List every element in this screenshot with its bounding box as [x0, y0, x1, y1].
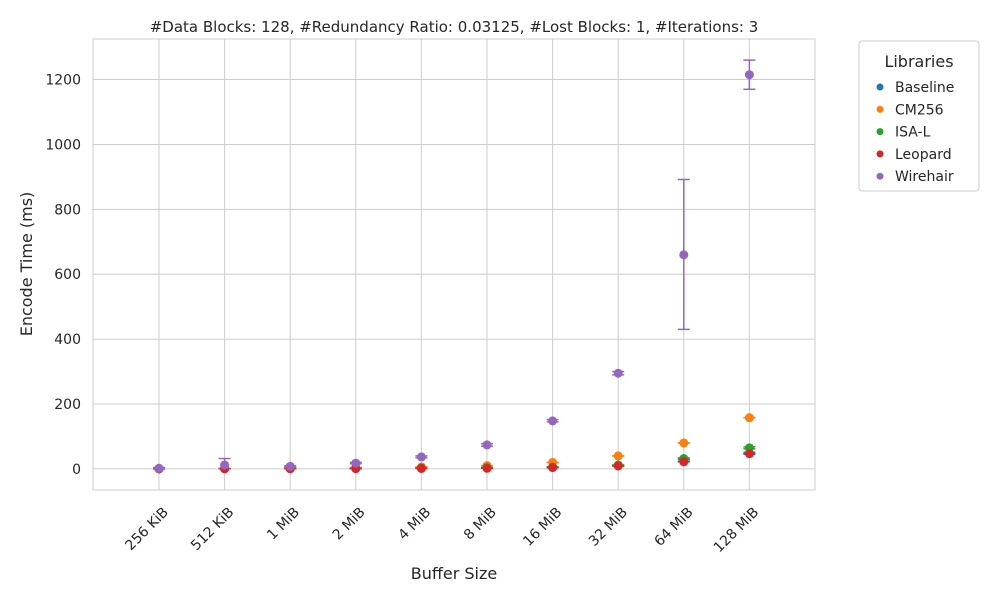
x-tick-label: 8 MiB	[461, 505, 500, 544]
x-tick-label: 16 MiB	[520, 505, 565, 550]
y-tick-label: 600	[54, 267, 81, 283]
legend: Libraries Baseline CM256 ISA-L Leopard Wireh…	[858, 40, 980, 192]
legend-marker	[876, 105, 884, 113]
legend-marker	[876, 150, 884, 158]
data-point	[613, 368, 623, 378]
y-tick-label: 1000	[45, 137, 81, 153]
data-point	[351, 458, 361, 468]
data-point	[744, 449, 754, 459]
x-tick-label: 128 MiB	[711, 505, 762, 556]
point-layer	[154, 70, 754, 474]
x-tick-label: 512 KiB	[188, 505, 237, 554]
data-point	[679, 457, 689, 467]
grid-layer	[93, 39, 815, 490]
data-point	[285, 461, 295, 471]
x-tick-label: 4 MiB	[395, 505, 434, 544]
x-tick-label: 64 MiB	[651, 505, 696, 550]
errorbar-layer	[153, 59, 756, 470]
data-point	[154, 463, 164, 473]
data-point	[482, 463, 492, 473]
chart-title: #Data Blocks: 128, #Redundancy Ratio: 0.…	[150, 18, 759, 36]
legend-entry: CM256	[895, 102, 944, 118]
y-tick-label: 200	[54, 397, 81, 413]
data-point	[613, 451, 623, 461]
y-axis-label: Encode Time (ms)	[17, 192, 36, 337]
data-point	[416, 452, 426, 462]
legend-marker	[876, 83, 884, 91]
legend-entry: ISA-L	[895, 125, 931, 141]
data-point	[679, 250, 689, 260]
legend-title: Libraries	[884, 52, 953, 71]
axis-layer: 256 KiB 512 KiB 1 MiB 2 MiB 4 MiB 8 MiB 16 MiB…	[45, 73, 762, 556]
plot-frame	[92, 38, 816, 491]
data-point	[744, 413, 754, 423]
x-tick-label: 256 KiB	[122, 505, 171, 554]
data-point	[482, 440, 492, 450]
y-tick-label: 1200	[45, 73, 81, 89]
y-tick-label: 0	[72, 462, 81, 478]
legend-entry: Leopard	[895, 147, 952, 163]
legend-marker	[876, 172, 884, 180]
x-tick-label: 1 MiB	[264, 505, 303, 544]
legend-frame	[858, 40, 980, 192]
y-tick-label: 400	[54, 332, 81, 348]
x-tick-label: 32 MiB	[586, 505, 631, 550]
data-point	[679, 438, 689, 448]
data-point	[548, 416, 558, 426]
x-axis-label: Buffer Size	[411, 564, 498, 583]
x-tick-label: 2 MiB	[330, 505, 369, 544]
data-point	[744, 70, 754, 80]
data-point	[416, 463, 426, 473]
legend-entry: Baseline	[895, 80, 954, 96]
data-point	[548, 463, 558, 473]
legend-items: Baseline CM256 ISA-L Leopard Wirehair	[876, 80, 954, 185]
legend-marker	[876, 128, 884, 136]
data-point	[220, 460, 230, 470]
y-tick-label: 800	[54, 202, 81, 218]
legend-entry: Wirehair	[895, 169, 954, 185]
data-point	[613, 461, 623, 471]
